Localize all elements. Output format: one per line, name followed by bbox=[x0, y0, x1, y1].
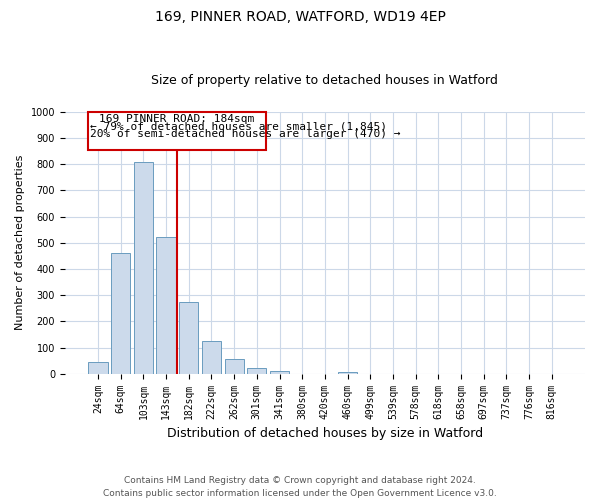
Bar bbox=[338, 372, 357, 374]
Bar bbox=[224, 358, 244, 374]
Bar bbox=[157, 238, 176, 374]
Text: 20% of semi-detached houses are larger (470) →: 20% of semi-detached houses are larger (… bbox=[90, 129, 401, 139]
Bar bbox=[179, 302, 199, 374]
Bar bbox=[270, 370, 289, 374]
Bar bbox=[88, 112, 266, 150]
Text: Contains HM Land Registry data © Crown copyright and database right 2024.
Contai: Contains HM Land Registry data © Crown c… bbox=[103, 476, 497, 498]
Bar bbox=[111, 253, 130, 374]
Y-axis label: Number of detached properties: Number of detached properties bbox=[15, 155, 25, 330]
Bar bbox=[88, 362, 108, 374]
Text: 169, PINNER ROAD, WATFORD, WD19 4EP: 169, PINNER ROAD, WATFORD, WD19 4EP bbox=[155, 10, 445, 24]
Text: 169 PINNER ROAD: 184sqm: 169 PINNER ROAD: 184sqm bbox=[99, 114, 254, 124]
Bar bbox=[202, 341, 221, 374]
Bar bbox=[134, 162, 153, 374]
Bar bbox=[247, 368, 266, 374]
Text: ← 79% of detached houses are smaller (1,845): ← 79% of detached houses are smaller (1,… bbox=[90, 122, 387, 132]
Title: Size of property relative to detached houses in Watford: Size of property relative to detached ho… bbox=[151, 74, 499, 87]
X-axis label: Distribution of detached houses by size in Watford: Distribution of detached houses by size … bbox=[167, 427, 483, 440]
